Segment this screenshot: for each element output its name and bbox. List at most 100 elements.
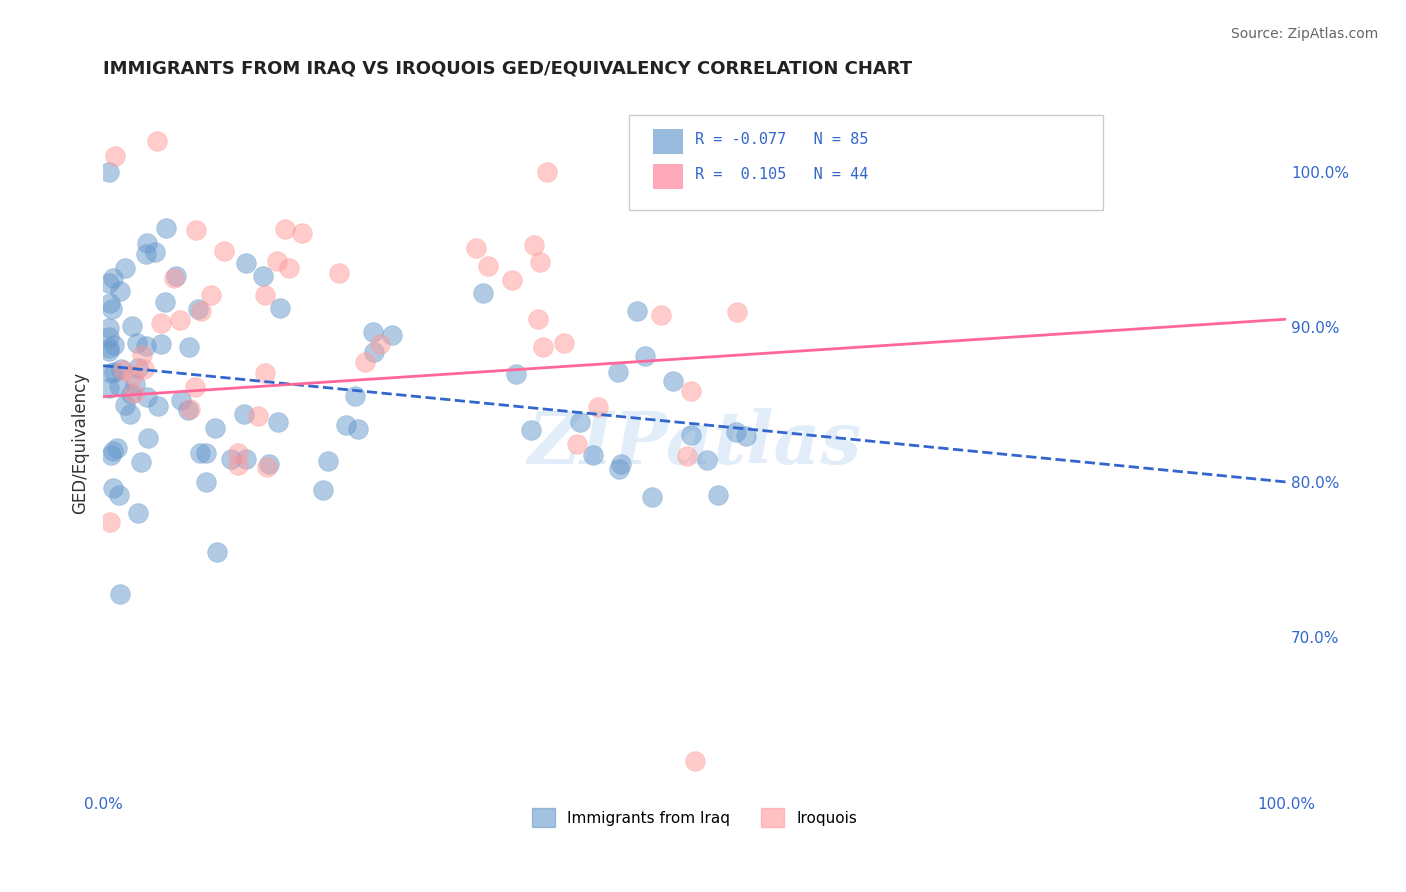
Y-axis label: GED/Equivalency: GED/Equivalency [72, 372, 89, 515]
Iroquois [253, 366, 276, 380]
Text: ZIPatlas: ZIPatlas [527, 408, 862, 479]
Immigrants from Iraq [108, 378, 131, 392]
Iroquois [253, 288, 276, 302]
Immigrants from Iraq [124, 376, 146, 391]
Immigrants from Iraq [707, 488, 730, 502]
Immigrants from Iraq [347, 422, 370, 436]
Immigrants from Iraq [98, 330, 121, 344]
Immigrants from Iraq [98, 344, 121, 359]
Immigrants from Iraq [98, 277, 121, 291]
Iroquois [200, 288, 222, 302]
Immigrants from Iraq [188, 446, 211, 460]
Immigrants from Iraq [472, 285, 495, 300]
Iroquois [98, 516, 121, 530]
Iroquois [536, 165, 558, 179]
Immigrants from Iraq [177, 340, 200, 354]
Iroquois [122, 385, 145, 400]
Immigrants from Iraq [135, 338, 157, 352]
Iroquois [266, 254, 288, 268]
Immigrants from Iraq [696, 452, 718, 467]
Immigrants from Iraq [143, 245, 166, 260]
Immigrants from Iraq [520, 423, 543, 437]
Immigrants from Iraq [269, 301, 291, 315]
Iroquois [226, 458, 249, 472]
Immigrants from Iraq [110, 284, 132, 298]
Immigrants from Iraq [101, 481, 124, 495]
Immigrants from Iraq [363, 345, 385, 359]
Iroquois [277, 261, 299, 276]
Iroquois [353, 355, 375, 369]
Iroquois [527, 312, 550, 326]
Bar [654, 129, 683, 153]
Immigrants from Iraq [187, 302, 209, 317]
Immigrants from Iraq [170, 392, 193, 407]
Immigrants from Iraq [101, 271, 124, 285]
Immigrants from Iraq [121, 319, 143, 334]
Iroquois [246, 409, 269, 423]
Iroquois [291, 226, 314, 240]
Immigrants from Iraq [127, 506, 149, 520]
Immigrants from Iraq [146, 399, 169, 413]
Iroquois [131, 348, 153, 362]
Immigrants from Iraq [118, 408, 141, 422]
Immigrants from Iraq [129, 454, 152, 468]
Immigrants from Iraq [661, 374, 683, 388]
Immigrants from Iraq [127, 335, 149, 350]
Iroquois [104, 149, 127, 163]
Immigrants from Iraq [105, 441, 128, 455]
Immigrants from Iraq [195, 475, 218, 490]
Immigrants from Iraq [100, 366, 122, 380]
Text: Source: ZipAtlas.com: Source: ZipAtlas.com [1230, 27, 1378, 41]
Immigrants from Iraq [681, 428, 703, 442]
Immigrants from Iraq [252, 269, 274, 284]
Legend: Immigrants from Iraq, Iroquois: Immigrants from Iraq, Iroquois [526, 802, 863, 833]
Iroquois [256, 459, 278, 474]
Iroquois [553, 336, 575, 351]
Iroquois [529, 255, 551, 269]
Immigrants from Iraq [101, 302, 124, 317]
Immigrants from Iraq [165, 268, 187, 283]
Iroquois [163, 270, 186, 285]
Iroquois [184, 380, 207, 394]
Iroquois [501, 273, 523, 287]
Iroquois [169, 312, 191, 326]
Immigrants from Iraq [219, 451, 242, 466]
Immigrants from Iraq [267, 416, 290, 430]
Immigrants from Iraq [110, 362, 132, 376]
Immigrants from Iraq [609, 457, 631, 471]
Immigrants from Iraq [318, 454, 340, 468]
Immigrants from Iraq [110, 587, 132, 601]
Immigrants from Iraq [135, 236, 157, 251]
Immigrants from Iraq [103, 365, 125, 379]
Immigrants from Iraq [505, 367, 527, 381]
Immigrants from Iraq [235, 452, 257, 467]
Immigrants from Iraq [205, 544, 228, 558]
Iroquois [565, 437, 588, 451]
Iroquois [465, 241, 488, 255]
Immigrants from Iraq [176, 402, 198, 417]
Iroquois [477, 259, 499, 273]
Immigrants from Iraq [607, 365, 630, 379]
Iroquois [650, 309, 672, 323]
Iroquois [522, 238, 544, 252]
Immigrants from Iraq [195, 446, 218, 460]
Iroquois [121, 368, 143, 382]
Iroquois [725, 305, 748, 319]
Iroquois [134, 362, 156, 376]
Immigrants from Iraq [98, 296, 121, 310]
Immigrants from Iraq [343, 389, 366, 403]
Iroquois [328, 266, 350, 280]
Iroquois [226, 446, 249, 460]
Immigrants from Iraq [735, 428, 758, 442]
Immigrants from Iraq [98, 321, 121, 335]
Immigrants from Iraq [136, 390, 159, 404]
Iroquois [212, 244, 235, 258]
Immigrants from Iraq [120, 386, 142, 401]
Iroquois [681, 384, 703, 398]
Immigrants from Iraq [100, 448, 122, 462]
Immigrants from Iraq [335, 418, 357, 433]
Immigrants from Iraq [381, 327, 404, 342]
Immigrants from Iraq [724, 425, 747, 440]
Immigrants from Iraq [103, 338, 125, 352]
Immigrants from Iraq [101, 444, 124, 458]
